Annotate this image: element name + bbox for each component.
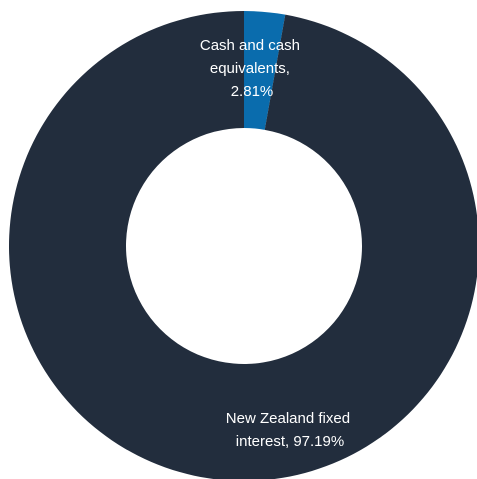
label-cash-and-cash-equivalents: Cash and cash equivalents, 2.81% bbox=[200, 37, 304, 100]
slice-new-zealand-fixed-interest[interactable] bbox=[9, 11, 477, 479]
label-new-zealand-fixed-interest: New Zealand fixed interest, 97.19% bbox=[226, 410, 354, 450]
slice-cash-and-cash-equivalents[interactable] bbox=[244, 11, 286, 130]
